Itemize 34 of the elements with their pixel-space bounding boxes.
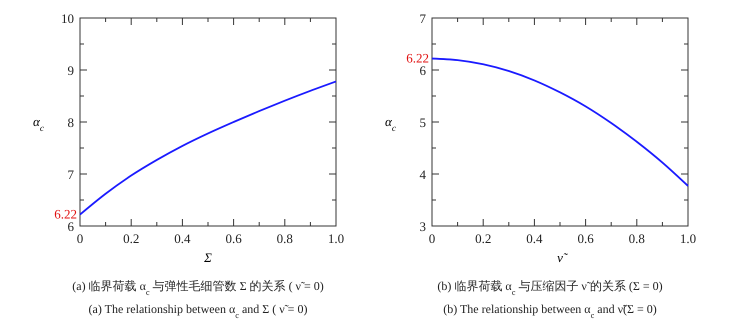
y-tick-label: 8 (68, 115, 74, 130)
line-series (79, 80, 337, 216)
y-tick-label: 7 (420, 11, 426, 26)
annotation: 6.22 (54, 206, 77, 222)
x-tick-label: 0 (76, 231, 84, 246)
x-tick-label: 0.8 (628, 231, 645, 246)
x-tick-label: 0.8 (276, 231, 293, 246)
x-tick-label: 0.2 (123, 231, 140, 246)
x-tick-label: 0.4 (526, 231, 544, 246)
y-axis-title: α$_{c}$ (385, 114, 396, 133)
text: (a) The relationship between α$_{c}$ and Σ ( ν̃ = 0) (88, 302, 308, 320)
y-tick-label: 6 (68, 219, 74, 234)
x-tick-label: 0 (428, 231, 436, 246)
x-axis-title: ν̃ (557, 250, 569, 265)
text: (b) The relationship between α$_{c}$ and ν̃(Σ = 0) (443, 302, 657, 320)
y-axis-title: α$_{c}$ (33, 114, 44, 133)
y-tick-label: 4 (420, 167, 426, 182)
annotation: 6.22 (406, 50, 429, 66)
x-axis-title: Σ (203, 250, 212, 265)
y-tick-label: 7 (68, 167, 74, 182)
y-tick-label: 6 (420, 63, 426, 78)
y-tick-label: 9 (68, 63, 74, 78)
y-tick-label: 3 (420, 219, 426, 234)
y-tick-label: 10 (61, 11, 74, 26)
text: (b) 临界荷载 α$_{c}$ 与压缩因子 ν̃ 的关系 (Σ = 0) (437, 279, 663, 296)
x-tick-label: 1.0 (328, 231, 344, 246)
x-tick-label: 1.0 (680, 231, 696, 246)
y-tick-label: 5 (420, 115, 426, 130)
x-tick-label: 0.6 (577, 231, 594, 246)
x-tick-label: 0.6 (225, 231, 242, 246)
line-series (431, 58, 689, 187)
text: (a) 临界荷载 α$_{c}$ 与弹性毛细管数 Σ 的关系 ( ν̃ = 0) (72, 279, 324, 296)
x-tick-label: 0.4 (174, 231, 192, 246)
x-tick-label: 0.2 (475, 231, 492, 246)
